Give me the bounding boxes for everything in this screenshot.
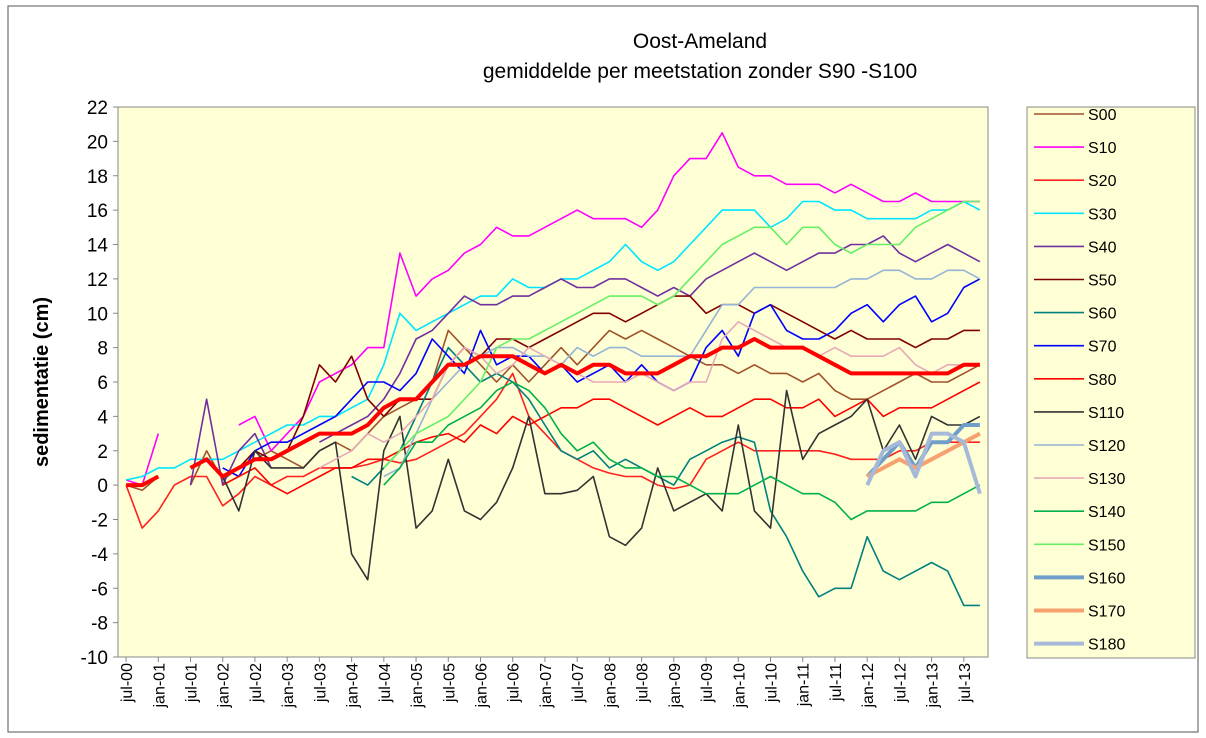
series-line (125, 372, 980, 529)
legend-label: S130 (1088, 471, 1125, 488)
y-tick-label: 16 (87, 201, 108, 222)
y-tick-label: 14 (87, 236, 109, 257)
legend-label: S170 (1088, 604, 1125, 621)
series-line (865, 431, 982, 495)
x-tick-label: jan-01 (151, 663, 168, 709)
x-tick-label: jan-04 (345, 663, 362, 709)
y-tick-label: 20 (87, 132, 108, 153)
chart-subtitle: gemiddelde per meetstation zonder S90 -S… (483, 60, 917, 83)
x-tick-label: jul-06 (506, 663, 523, 703)
y-tick-label: 10 (87, 304, 108, 325)
series-line (222, 295, 980, 478)
y-tick-label: 12 (87, 270, 108, 291)
y-tick-label: 4 (97, 407, 108, 428)
legend-label: S70 (1088, 339, 1117, 356)
x-tick-label: jan-02 (216, 663, 233, 709)
y-tick-label: -8 (91, 614, 108, 635)
legend (1026, 106, 1196, 659)
y-tick-label: -4 (91, 545, 108, 566)
x-tick-label: jan-10 (731, 663, 748, 709)
chart-title: Oost-Ameland (633, 30, 767, 53)
y-tick-label: -6 (91, 579, 108, 600)
legend-label: S30 (1088, 206, 1117, 223)
x-tick-label: jul-13 (957, 663, 974, 703)
legend-label: S150 (1088, 537, 1125, 554)
y-tick-label: 18 (87, 167, 108, 188)
x-tick-label: jan-03 (280, 663, 297, 709)
x-tick-label: jan-08 (602, 663, 619, 709)
legend-label: S40 (1088, 239, 1117, 256)
x-tick-label: jan-11 (796, 663, 813, 707)
legend-label: S60 (1088, 306, 1117, 323)
y-tick-label: 6 (97, 373, 108, 394)
x-tick-label: jul-04 (377, 663, 394, 703)
legend-label: S110 (1088, 405, 1124, 422)
legend-label: S80 (1088, 372, 1117, 389)
legend-label: S120 (1088, 438, 1125, 455)
series-line (319, 321, 980, 469)
x-tick-label: jul-09 (699, 663, 716, 703)
y-tick-label: -2 (91, 511, 108, 532)
y-tick-label: 0 (97, 476, 108, 497)
series-line (222, 381, 981, 495)
y-tick-label: -10 (81, 648, 108, 669)
y-tick-label: 22 (87, 98, 108, 119)
series-line (383, 381, 981, 521)
x-tick-label: jul-00 (119, 663, 136, 703)
legend-label: S180 (1088, 637, 1125, 654)
x-tick-label: jul-02 (248, 663, 265, 703)
series-line (222, 278, 981, 478)
x-tick-label: jul-05 (441, 663, 458, 703)
legend-label: S00 (1088, 107, 1117, 124)
x-tick-label: jan-09 (667, 663, 684, 709)
x-tick-label: jan-07 (538, 663, 555, 709)
y-tick-label: 2 (97, 442, 108, 463)
series-line (221, 389, 981, 581)
x-tick-label: jul-10 (764, 663, 781, 703)
x-tick-label: jul-08 (635, 663, 652, 703)
x-tick-label: jul-11 (828, 663, 845, 702)
x-tick-label: jul-01 (184, 663, 201, 703)
x-tick-label: jan-13 (925, 663, 942, 709)
x-tick-label: jul-12 (892, 663, 909, 703)
series-line (126, 337, 980, 488)
plot-area (117, 106, 989, 658)
y-tick-label: 8 (97, 339, 108, 360)
x-tick-label: jul-07 (570, 663, 587, 703)
x-tick-label: jul-03 (312, 663, 329, 703)
series-line (866, 431, 981, 479)
x-tick-label: jan-06 (474, 663, 491, 709)
x-tick-label: jan-12 (860, 663, 877, 709)
series-line (189, 235, 981, 486)
y-axis-label: sedimentatie (cm) (31, 297, 53, 467)
series-line (383, 200, 980, 469)
legend-label: S160 (1088, 570, 1125, 587)
legend-label: S20 (1088, 173, 1117, 190)
legend-label: S50 (1088, 273, 1117, 290)
legend-label: S140 (1088, 504, 1125, 521)
legend-label: S10 (1088, 140, 1117, 157)
x-tick-label: jan-05 (409, 663, 426, 709)
